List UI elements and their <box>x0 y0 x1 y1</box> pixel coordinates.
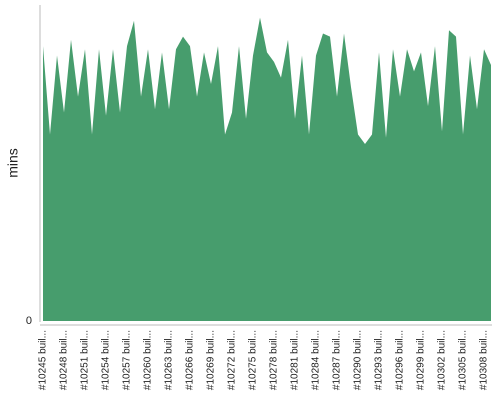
x-tick-label: #10251 buil... <box>80 330 91 390</box>
y-tick-label: 0 <box>26 315 32 327</box>
x-tick-label: #10302 buil... <box>437 330 448 390</box>
area <box>43 17 491 321</box>
x-tick-label: #10281 buil... <box>290 330 301 390</box>
x-tick-label: #10272 buil... <box>227 330 238 390</box>
x-tick-label: #10299 buil... <box>416 330 427 390</box>
x-tick-label: #10305 buil... <box>458 330 469 390</box>
x-tick-label: #10254 buil... <box>101 330 112 390</box>
x-tick-label: #10266 buil... <box>185 330 196 390</box>
x-tick-label: #10248 buil... <box>59 330 70 390</box>
x-tick-label: #10260 buil... <box>143 330 154 390</box>
x-tick-label: #10308 buil... <box>479 330 490 390</box>
x-tick-label: #10245 buil... <box>38 330 49 390</box>
x-tick-label: #10275 buil... <box>248 330 259 390</box>
x-tick-label: #10278 buil... <box>269 330 280 390</box>
x-tick-label: #10296 buil... <box>395 330 406 390</box>
x-tick-label: #10257 buil... <box>122 330 133 390</box>
x-tick-label: #10290 buil... <box>353 330 364 390</box>
x-tick-label: #10287 buil... <box>332 330 343 390</box>
x-tick-label: #10293 buil... <box>374 330 385 390</box>
y-axis-label: mins <box>5 148 21 178</box>
x-tick-label: #10284 buil... <box>311 330 322 390</box>
x-tick-label: #10263 buil... <box>164 330 175 390</box>
x-tick-label: #10269 buil... <box>206 330 217 390</box>
